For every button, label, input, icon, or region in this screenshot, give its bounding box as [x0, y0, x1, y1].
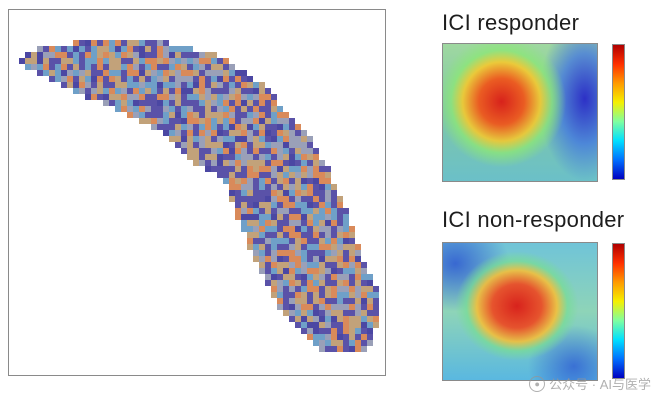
wechat-icon: ●	[529, 375, 546, 392]
non-responder-title: ICI non-responder	[442, 207, 625, 232]
responder-title: ICI responder	[442, 10, 580, 35]
tissue-overview-panel	[8, 9, 386, 376]
responder-heatmap	[442, 43, 598, 182]
watermark: ● 公众号 · AI与医学	[529, 374, 651, 393]
tissue-heatmap-overlay	[19, 40, 379, 352]
non-responder-colorbar	[612, 243, 625, 379]
watermark-text: 公众号 · AI与医学	[549, 377, 651, 392]
tissue-tiles	[19, 40, 379, 352]
non-responder-heatmap	[442, 242, 598, 381]
responder-colorbar	[612, 44, 625, 180]
